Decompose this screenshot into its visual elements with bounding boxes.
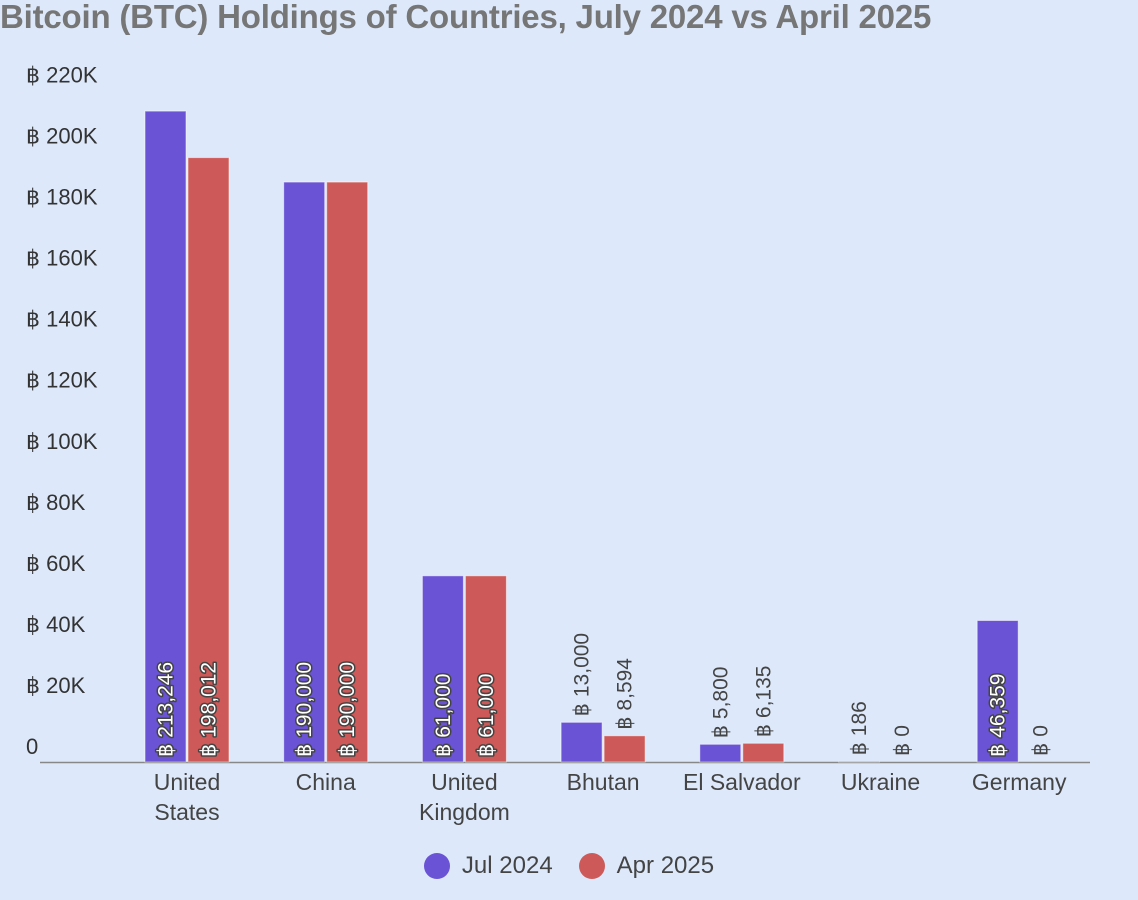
y-tick-label: 0 [26, 734, 38, 759]
x-tick-label: Ukraine [841, 769, 920, 795]
legend-swatch [423, 853, 450, 879]
data-label: ฿ 5,800 [709, 667, 732, 739]
bar-jul-2024 [144, 110, 187, 763]
legend-label: Jul 2024 [461, 852, 553, 879]
legend-item-apr-2025[interactable]: Apr 2025 [578, 852, 715, 880]
y-tick-label: ฿ 200K [26, 124, 98, 149]
data-label: ฿ 61,000 [475, 674, 498, 757]
bar-jul-2024 [421, 575, 464, 763]
data-label: ฿ 0 [1030, 725, 1053, 756]
x-tick-label: States [154, 799, 219, 825]
data-label: ฿ 61,000 [432, 674, 455, 757]
y-tick-label: ฿ 160K [26, 246, 98, 271]
bar-apr-2025 [326, 181, 369, 763]
x-tick-label: Kingdom [419, 799, 510, 825]
data-label: ฿ 190,000 [293, 662, 316, 757]
x-tick-label: United [431, 769, 497, 795]
data-label: ฿ 13,000 [571, 633, 594, 716]
y-tick-label: ฿ 80K [26, 490, 86, 515]
y-tick-label: ฿ 100K [26, 429, 98, 454]
y-tick-label: ฿ 220K [26, 63, 98, 88]
bar-jul-2024 [976, 619, 1019, 763]
x-tick-label: United [154, 769, 220, 795]
x-tick-label: Germany [972, 769, 1067, 795]
y-tick-label: ฿ 120K [26, 368, 98, 393]
bar-jul-2024 [283, 181, 326, 763]
data-label: ฿ 186 [848, 701, 871, 755]
y-tick-label: ฿ 140K [26, 307, 98, 332]
chart-title: Bitcoin (BTC) Holdings of Countries, Jul… [0, 0, 932, 35]
x-tick-label: El Salvador [683, 769, 801, 795]
data-label: ฿ 198,012 [198, 662, 221, 757]
legend-item-jul-2024[interactable]: Jul 2024 [423, 852, 553, 880]
y-tick-label: ฿ 20K [26, 673, 86, 698]
data-label: ฿ 6,135 [752, 666, 775, 738]
bar-apr-2025 [187, 157, 230, 763]
x-tick-label: Bhutan [567, 769, 640, 795]
bar-jul-2024 [699, 743, 742, 763]
legend-label: Apr 2025 [616, 852, 715, 879]
bar-apr-2025 [464, 575, 507, 763]
data-label: ฿ 46,359 [987, 674, 1010, 757]
legend-swatch [578, 853, 605, 879]
data-label: ฿ 0 [891, 725, 914, 756]
data-label: ฿ 190,000 [336, 662, 359, 757]
x-tick-label: China [296, 769, 356, 795]
legend: Jul 2024 Apr 2025 [0, 852, 1138, 880]
y-tick-label: ฿ 40K [26, 612, 86, 637]
bar-jul-2024 [560, 721, 603, 763]
bar-apr-2025 [742, 742, 785, 763]
bar-apr-2025 [603, 735, 646, 763]
y-tick-label: ฿ 60K [26, 551, 86, 576]
bar-jul-2024 [838, 760, 880, 763]
y-tick-label: ฿ 180K [26, 185, 98, 210]
data-label: ฿ 213,246 [155, 662, 178, 757]
data-label: ฿ 8,594 [614, 658, 637, 730]
